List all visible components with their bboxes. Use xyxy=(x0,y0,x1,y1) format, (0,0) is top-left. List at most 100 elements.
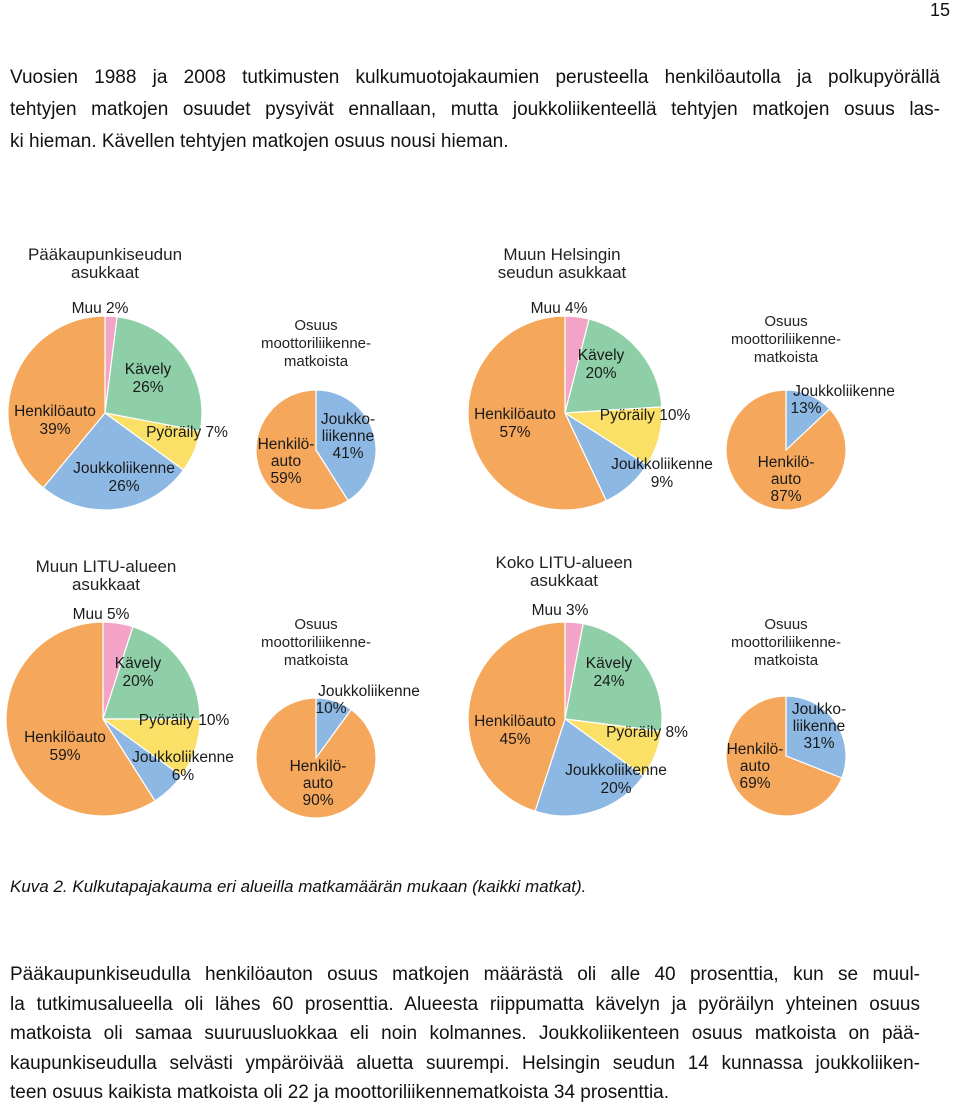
slice-label-auto: Henkilöauto xyxy=(474,713,556,730)
slice-label-auto: 87% xyxy=(770,488,801,505)
chart-title: matkoista xyxy=(284,353,349,370)
slice-label-pyoraily: Pyöräily 10% xyxy=(139,712,230,729)
slice-label-joukkoliikenne: liikenne xyxy=(322,428,375,445)
slice-label-joukkoliikenne: 20% xyxy=(600,780,631,797)
chart-title: moottoriliikenne- xyxy=(731,331,841,348)
pie-slice-auto xyxy=(7,315,106,489)
pie-slice-kavely xyxy=(564,623,663,732)
body-paragraph: Pääkaupunkiseudulla henkilöauton osuus m… xyxy=(10,960,920,1108)
slice-label-joukkoliikenne: 31% xyxy=(803,735,834,752)
pie-slice-kavely xyxy=(104,316,203,432)
slice-label-joukkoliikenne: Joukko- xyxy=(321,411,375,428)
slice-label-joukkoliikenne: 9% xyxy=(651,474,674,491)
chart-title: Koko LITU-alueen xyxy=(495,553,632,572)
chart-title: matkoista xyxy=(284,652,349,669)
slice-label-auto: Henkilöauto xyxy=(14,403,96,420)
slice-label-pyoraily: Pyöräily 10% xyxy=(600,407,691,424)
slice-label-auto: auto xyxy=(740,758,770,775)
slice-label-joukkoliikenne: Joukkoliikenne xyxy=(132,749,234,766)
chart-title: moottoriliikenne- xyxy=(731,634,841,651)
slice-label-joukkoliikenne: liikenne xyxy=(793,718,846,735)
body-line: Pääkaupunkiseudulla henkilöauton osuus m… xyxy=(10,964,920,985)
slice-label-kavely: 24% xyxy=(593,673,624,690)
slice-label-auto: 59% xyxy=(270,470,301,487)
chart-title: Osuus xyxy=(294,317,337,334)
slice-label-pyoraily: Pyöräily 8% xyxy=(606,724,688,741)
slice-label-muu: Muu 5% xyxy=(73,606,130,623)
slice-label-joukkoliikenne: 41% xyxy=(332,445,363,462)
slice-label-auto: 69% xyxy=(739,775,770,792)
figure-caption: Kuva 2. Kulkutapajakauma eri alueilla ma… xyxy=(10,877,587,896)
pie-slice-auto xyxy=(725,695,843,817)
slice-label-auto: 90% xyxy=(302,792,333,809)
slice-label-kavely: Kävely xyxy=(578,347,625,364)
slice-label-joukkoliikenne: 26% xyxy=(108,478,139,495)
chart-title: Osuus xyxy=(764,313,807,330)
pie-slice-joukkoliikenne xyxy=(42,412,185,511)
slice-label-auto: Henkilö- xyxy=(727,741,784,758)
slice-label-joukkoliikenne: Joukko- xyxy=(792,701,846,718)
slice-label-kavely: 20% xyxy=(585,365,616,382)
slice-label-auto: 45% xyxy=(499,731,530,748)
chart-title: Osuus xyxy=(764,616,807,633)
pie-slice-kavely xyxy=(102,625,201,720)
slice-label-auto: Henkilö- xyxy=(758,454,815,471)
figure-pie-charts: Pääkaupunkiseudun asukkaat Muu 2% Kävely 26%… xyxy=(5,245,895,819)
pie-slice-auto xyxy=(5,621,156,817)
chart-title: matkoista xyxy=(754,349,819,366)
chart-title: Osuus xyxy=(294,616,337,633)
slice-label-auto: 59% xyxy=(49,747,80,764)
intro-line: ki hieman. Kävellen tehtyjen matkojen os… xyxy=(10,131,509,152)
pie-slice-auto xyxy=(467,621,566,813)
slice-label-muu: Muu 2% xyxy=(72,300,129,317)
body-line: matkoista oli samaa suuruusluokkaa eli n… xyxy=(10,1023,920,1044)
body-line: kaupunkiseudulla selvästi ympäröivää alu… xyxy=(10,1052,920,1074)
slice-label-joukkoliikenne: Joukkoliikenne xyxy=(793,383,895,400)
slice-label-kavely: 20% xyxy=(122,673,153,690)
pie-slice-auto xyxy=(725,389,847,511)
chart-title: seudun asukkaat xyxy=(498,263,627,282)
slice-label-auto: 39% xyxy=(39,421,70,438)
pie-slice-auto xyxy=(255,389,349,511)
slice-label-kavely: 26% xyxy=(132,379,163,396)
intro-paragraph: Vuosien 1988 ja 2008 tutkimusten kulkumu… xyxy=(10,62,940,158)
body-line: teen osuus kaikista matkoista oli 22 ja … xyxy=(10,1082,670,1103)
pie-slice-kavely xyxy=(564,318,663,414)
slice-label-muu: Muu 4% xyxy=(531,300,588,317)
slice-label-auto: Henkilöauto xyxy=(24,729,106,746)
chart-title: asukkaat xyxy=(530,571,598,590)
slice-label-auto: auto xyxy=(271,453,301,470)
slice-label-kavely: Kävely xyxy=(125,361,172,378)
slice-label-auto: Henkilö- xyxy=(290,758,347,775)
slice-label-pyoraily: Pyöräily 7% xyxy=(146,424,228,441)
chart-title: moottoriliikenne- xyxy=(261,634,371,651)
slice-label-joukkoliikenne: 10% xyxy=(315,700,346,717)
slice-label-auto: Henkilöauto xyxy=(474,406,556,423)
pie-slice-auto xyxy=(255,697,377,819)
chart-title: asukkaat xyxy=(71,263,139,282)
intro-line: tehtyjen matkojen osuudet pysyivät ennal… xyxy=(10,99,940,120)
slice-label-joukkoliikenne: Joukkoliikenne xyxy=(318,683,420,700)
chart-title: asukkaat xyxy=(72,575,140,594)
pie-slice-auto xyxy=(467,315,608,511)
slice-label-joukkoliikenne: Joukkoliikenne xyxy=(73,460,175,477)
slice-label-kavely: Kävely xyxy=(586,655,633,672)
slice-label-auto: 57% xyxy=(499,424,530,441)
pie-slice-joukkoliikenne xyxy=(785,695,847,779)
chart-title: Muun Helsingin xyxy=(503,245,620,264)
pie-slice-joukkoliikenne xyxy=(534,718,645,817)
chart-title: Pääkaupunkiseudun xyxy=(28,245,182,264)
slice-label-auto: auto xyxy=(303,775,333,792)
chart-title: Muun LITU-alueen xyxy=(36,557,177,576)
slice-label-auto: auto xyxy=(771,471,801,488)
slice-label-muu: Muu 3% xyxy=(532,602,589,619)
